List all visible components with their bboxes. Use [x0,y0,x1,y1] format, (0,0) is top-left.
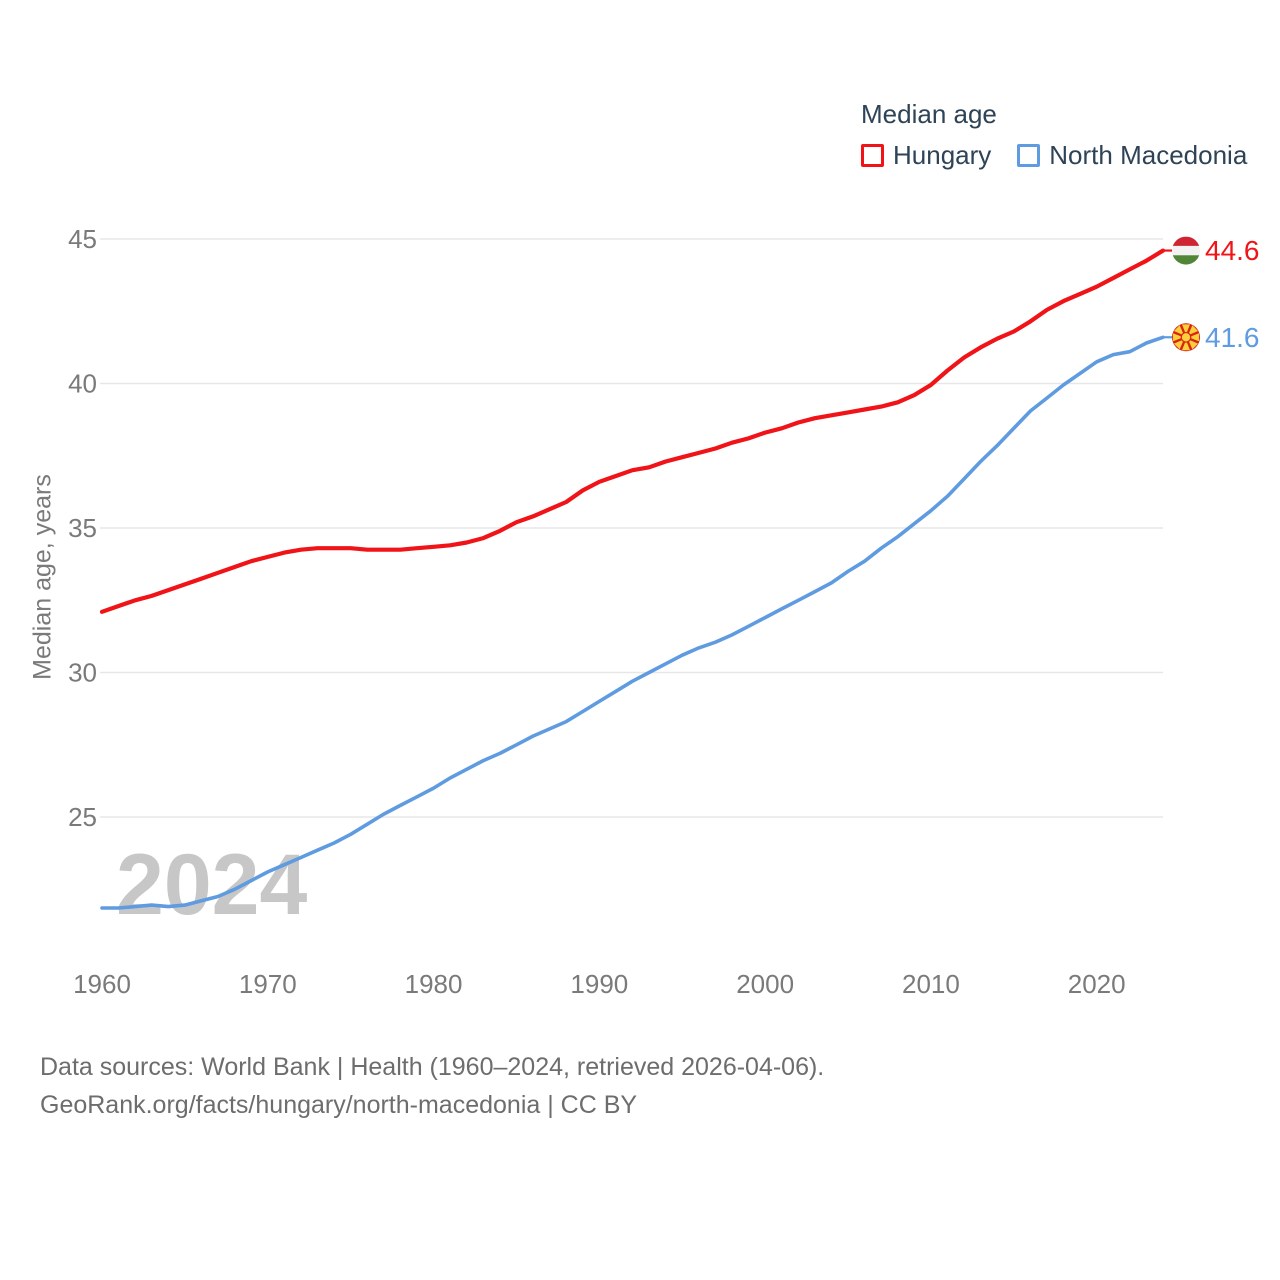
legend: Median age Hungary North Macedonia [861,99,1247,171]
y-tick-label-30: 30 [68,658,97,688]
legend-items: Hungary North Macedonia [861,140,1247,171]
y-tick-label-25: 25 [68,802,97,832]
footer-link-line: GeoRank.org/facts/hungary/north-macedoni… [40,1091,638,1119]
legend-item-north-macedonia[interactable]: North Macedonia [1017,140,1247,171]
end-value-label-north-macedonia: 41.6 [1205,322,1260,353]
legend-item-label: North Macedonia [1049,140,1248,170]
y-tick-label-35: 35 [68,513,97,543]
x-tick-label-1990: 1990 [570,969,628,999]
flag-hungary-icon [1172,236,1200,265]
x-tick-label-2000: 2000 [736,969,794,999]
x-tick-label-1960: 1960 [73,969,131,999]
watermark-year: 2024 [116,837,308,933]
series-line-hungary[interactable] [99,248,1166,614]
x-tick-label-1970: 1970 [239,969,297,999]
legend-item-hungary[interactable]: Hungary [861,140,991,171]
series-line-north-macedonia[interactable] [100,335,1165,910]
legend-swatch-hungary [861,144,884,167]
end-value-label-hungary: 44.6 [1205,235,1260,266]
footer-source-line: Data sources: World Bank | Health (1960–… [40,1053,825,1081]
x-tick-label-2020: 2020 [1068,969,1126,999]
y-tick-label-40: 40 [68,369,97,399]
legend-item-label: Hungary [893,140,992,170]
x-tick-label-2010: 2010 [902,969,960,999]
legend-title: Median age [861,99,997,129]
y-tick-label-45: 45 [68,224,97,254]
x-tick-label-1980: 1980 [405,969,463,999]
y-axis-title: Median age, years [28,474,57,680]
flag-north-macedonia-icon [1172,323,1200,352]
legend-swatch-north-macedonia [1017,144,1041,167]
footer: Data sources: World Bank | Health (1960–… [40,1048,824,1124]
